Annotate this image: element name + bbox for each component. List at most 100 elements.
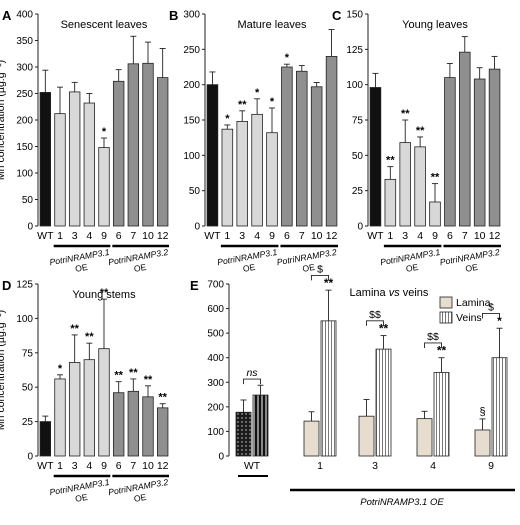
y-tick-label: 100 [207, 427, 224, 438]
bracket-label: $ [488, 301, 494, 313]
y-tick-label: 0 [218, 452, 224, 463]
bar [369, 87, 382, 227]
y-tick-label: 150 [16, 142, 33, 153]
significance-mark: ** [238, 99, 247, 111]
x-tick-label: 9 [101, 230, 107, 242]
bar [384, 178, 397, 227]
bar [281, 66, 293, 227]
significance-mark: ** [386, 155, 395, 167]
bracket-label: $ [317, 263, 323, 275]
panel-title: Young leaves [402, 19, 468, 31]
x-tick-label: WT [204, 230, 221, 242]
x-tick-label: 7 [299, 230, 305, 242]
y-tick-label: 25 [352, 186, 364, 197]
bar [127, 63, 140, 227]
group-label: PotriNRAMP3.2OE [439, 247, 501, 274]
bar-veins [320, 320, 337, 457]
x-tick-label: 12 [157, 460, 169, 472]
panel-title: Young stems [72, 289, 136, 301]
comparison-bracket [424, 342, 442, 348]
significance-mark: ** [379, 322, 389, 336]
y-tick-label: 25 [22, 417, 34, 428]
panel-letter: C [332, 8, 342, 23]
y-tick-label: 75 [352, 116, 364, 127]
x-tick-label: 3 [372, 460, 378, 472]
comparison-bracket [243, 378, 261, 385]
x-tick-label: 6 [116, 230, 122, 242]
y-tick-label: 250 [183, 45, 200, 56]
bar-veins [433, 372, 450, 457]
bar-lamina [416, 418, 433, 457]
comparison-bracket [311, 274, 329, 281]
panel-letter: E [190, 278, 199, 293]
x-tick-label: 1 [57, 460, 63, 472]
x-tick-label: WT [367, 230, 384, 242]
bracket-label: $$ [369, 309, 381, 321]
significance-mark: ** [324, 276, 334, 290]
bar [414, 146, 426, 227]
bar [399, 142, 411, 227]
panel-title-part: veins [400, 287, 429, 299]
significance-mark: ** [129, 367, 138, 379]
x-tick-label: 12 [489, 230, 501, 242]
significance-mark: * [270, 96, 275, 108]
significance-mark: * [225, 113, 230, 125]
panel-title-part: Lamina [350, 287, 389, 299]
bar [54, 113, 66, 227]
legend: Lamina Veins [439, 296, 491, 324]
y-tick-label: 125 [16, 280, 33, 291]
group-label: PotriNRAMP3.1OE [49, 247, 111, 274]
y-tick-label: 200 [207, 402, 224, 413]
bar [68, 91, 81, 227]
x-tick-label: 4 [86, 230, 92, 242]
significance-mark: ** [100, 287, 109, 299]
panel-e: E Lamina vs veins 0 100 200 300 400 500 600 700 ns… [190, 263, 515, 508]
bar [83, 102, 96, 227]
y-tick-label: 0 [27, 452, 33, 463]
y-tick-label: 200 [16, 116, 33, 127]
bar [251, 113, 263, 227]
y-tick-label: 200 [183, 80, 200, 91]
y-tick-label: 700 [207, 280, 224, 291]
group-label-oe: OE [242, 262, 256, 274]
x-tick-label: 9 [269, 230, 275, 242]
panel-title: Mature leaves [237, 19, 307, 31]
x-tick-label: 3 [239, 230, 245, 242]
y-tick-label: 50 [22, 195, 34, 206]
bar [68, 362, 81, 457]
y-tick-label: 300 [16, 63, 33, 74]
y-axis-label: Mn concentration (µg.g⁻¹) [0, 60, 7, 180]
x-tick-label: WT [37, 230, 54, 242]
x-tick-label: 4 [254, 230, 260, 242]
y-tick-label: 100 [16, 169, 33, 180]
panel-title: Senescent leaves [61, 19, 148, 31]
panel-letter: A [2, 8, 12, 23]
group-label: PotriNRAMP3.2OE [276, 247, 338, 274]
bar [310, 86, 323, 227]
y-tick-label: 150 [183, 116, 200, 127]
bar [488, 68, 501, 227]
y-tick-label: 600 [207, 304, 224, 315]
legend-label: Veins [456, 312, 482, 324]
x-tick-label: 10 [311, 230, 323, 242]
y-tick-label: 400 [207, 353, 224, 364]
bar [112, 80, 125, 227]
significance-mark: ** [437, 344, 447, 358]
y-tick-label: 300 [183, 10, 200, 21]
x-tick-label: 10 [142, 230, 154, 242]
bar [444, 77, 456, 227]
x-tick-label: 3 [72, 460, 78, 472]
x-tick-label: 1 [224, 230, 230, 242]
bar [236, 121, 248, 227]
panel-title: Lamina vs veins [350, 287, 429, 299]
group-label-oe: OE [133, 492, 147, 504]
panel-title-vs: vs [389, 287, 401, 299]
y-tick-label: 50 [352, 151, 364, 162]
bar-lamina [358, 415, 375, 457]
bar [98, 348, 110, 457]
y-tick-label: 50 [189, 186, 201, 197]
bar [156, 407, 169, 457]
bracket-label: $$ [427, 331, 439, 343]
group-label: PotriNRAMP3.1 OE [360, 497, 444, 508]
x-tick-label: 1 [317, 460, 323, 472]
